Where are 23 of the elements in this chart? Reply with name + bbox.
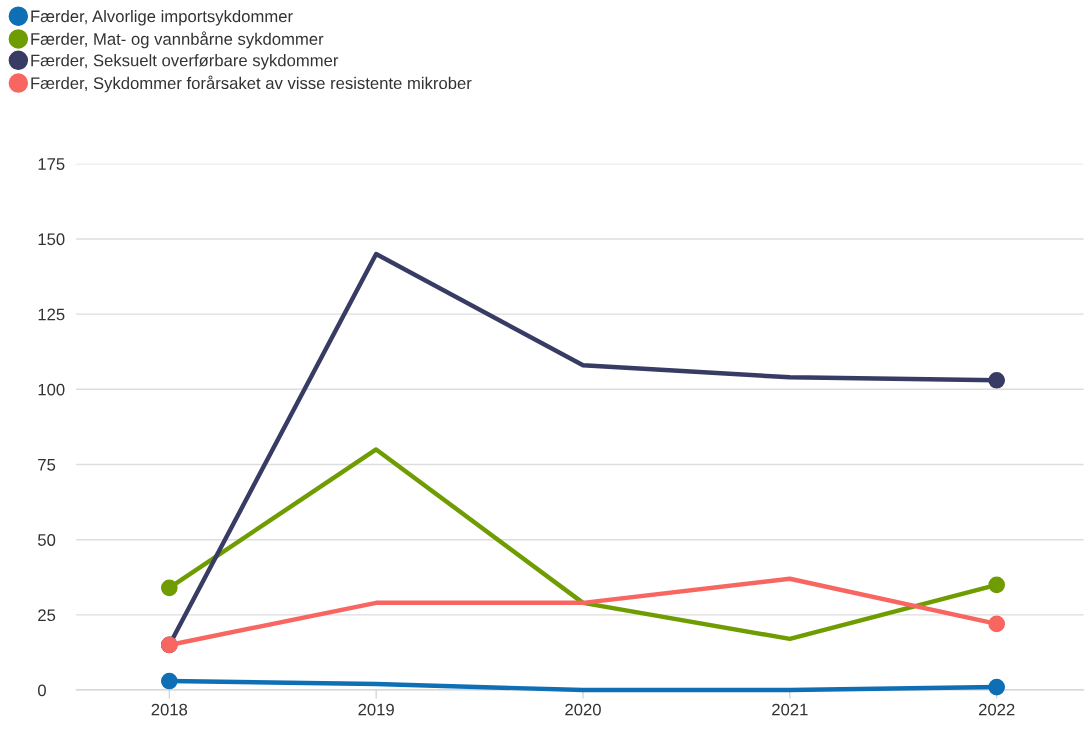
x-tick-label: 2019: [358, 703, 394, 716]
point: [988, 678, 1006, 696]
point: [160, 672, 178, 690]
point: [160, 579, 178, 597]
y-tick-label: 25: [38, 609, 56, 622]
legend-label: Færder, Mat- og vannbårne sykdommer: [31, 31, 324, 49]
legend-label: Færder, Sykdommer forårsaket av visse resistente mikrober: [31, 75, 472, 93]
y-tick-label: 100: [38, 383, 65, 396]
y-tick-label: 150: [38, 233, 65, 246]
point: [988, 371, 1006, 389]
y-tick-label: 125: [38, 308, 65, 321]
y-tick-label: 75: [38, 459, 56, 471]
y-tick-label: 0: [37, 684, 46, 697]
x-tick-label: 2021: [772, 703, 808, 716]
legend-label: Færder, Alvorlige importsykdommer: [31, 10, 293, 26]
legend-label: Færder, Seksuelt overførbare sykdommer: [31, 54, 339, 70]
point: [988, 615, 1006, 633]
y-tick-label: 50: [38, 534, 56, 546]
y-tick-label: 175: [38, 158, 65, 170]
x-tick-label: 2018: [151, 703, 188, 716]
x-tick-label: 2022: [978, 703, 1015, 716]
point: [988, 576, 1006, 594]
x-tick-label: 2020: [565, 703, 601, 716]
